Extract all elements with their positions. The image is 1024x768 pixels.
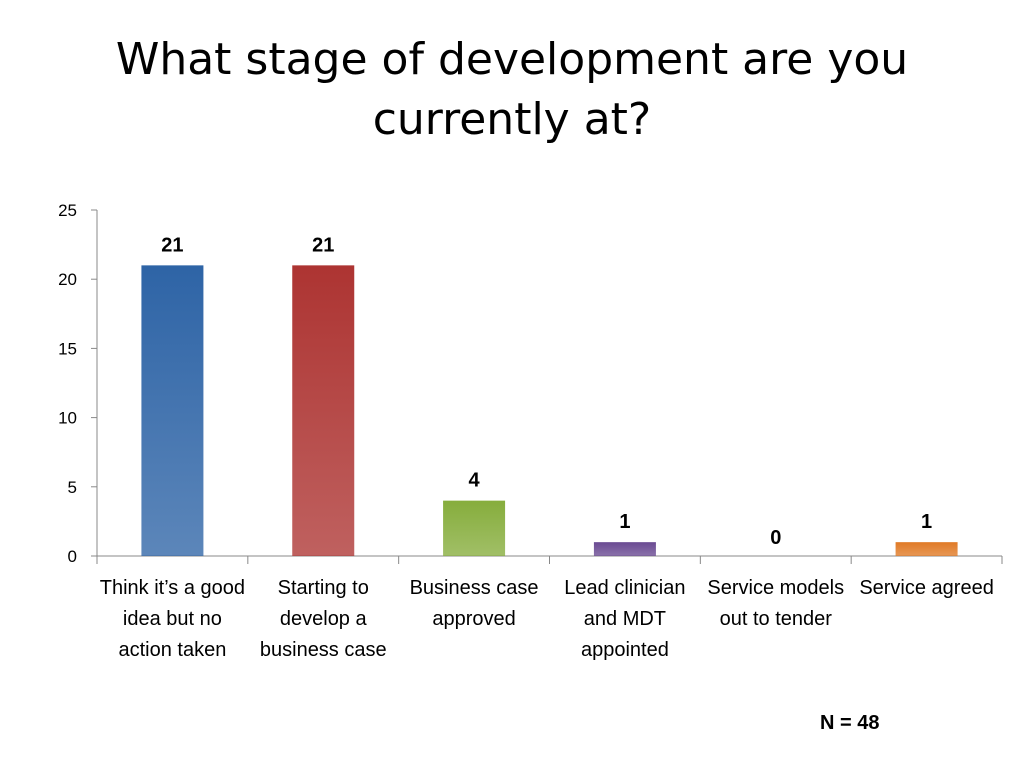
y-tick-label: 25 (58, 201, 77, 220)
data-label: 21 (161, 234, 183, 256)
category-label: Think it’s a good idea but no action tak… (99, 577, 246, 661)
data-label: 4 (469, 470, 481, 492)
data-label: 0 (770, 527, 781, 549)
y-tick-label: 15 (58, 339, 77, 358)
chart-title: What stage of development are you curren… (115, 34, 909, 145)
category-label: Service models out to tender (707, 577, 845, 630)
data-label: 21 (312, 234, 334, 256)
category-label: Lead clinician and MDT appointed (564, 577, 686, 661)
data-label: 1 (619, 511, 630, 533)
bar (141, 265, 204, 556)
category-label: Starting to develop a business case (259, 577, 387, 661)
bar (895, 542, 958, 556)
bar (292, 265, 355, 556)
y-tick-label: 0 (68, 547, 77, 566)
bar (443, 500, 506, 556)
bar (593, 542, 656, 556)
category-label: Business case approved (409, 577, 539, 630)
sample-size-note: N = 48 (820, 712, 880, 734)
bar-group (141, 265, 958, 556)
y-tick-label: 10 (58, 409, 77, 428)
data-label-group: 21 21 4 1 0 1 (161, 234, 932, 549)
category-label: Service agreed (859, 577, 994, 599)
y-tick-label: 5 (68, 478, 77, 497)
data-label: 1 (921, 511, 932, 533)
y-tick-label: 20 (58, 270, 77, 289)
